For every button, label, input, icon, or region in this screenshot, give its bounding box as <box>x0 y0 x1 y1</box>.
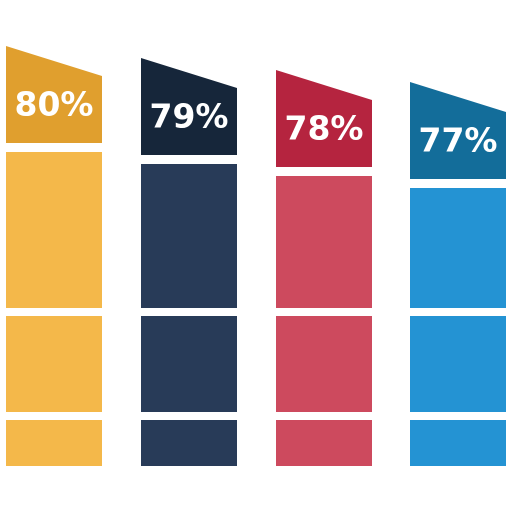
bar-body <box>6 316 102 412</box>
bar-body <box>6 420 102 466</box>
bar-header <box>141 58 237 155</box>
bar-body <box>141 316 237 412</box>
bar-body <box>141 420 237 466</box>
bar-body <box>410 316 506 412</box>
value-label: 78% <box>285 109 364 148</box>
bar-body <box>6 152 102 308</box>
bar-body <box>141 164 237 308</box>
bar-header <box>276 70 372 167</box>
bar-body <box>276 420 372 466</box>
bar-header <box>6 46 102 143</box>
value-label: 77% <box>419 121 498 160</box>
value-label: 79% <box>150 97 229 136</box>
value-label: 80% <box>15 85 94 124</box>
bar-body <box>276 176 372 308</box>
bar-header <box>410 82 506 179</box>
bar-body <box>410 188 506 308</box>
bar-body <box>410 420 506 466</box>
bar-body <box>276 316 372 412</box>
